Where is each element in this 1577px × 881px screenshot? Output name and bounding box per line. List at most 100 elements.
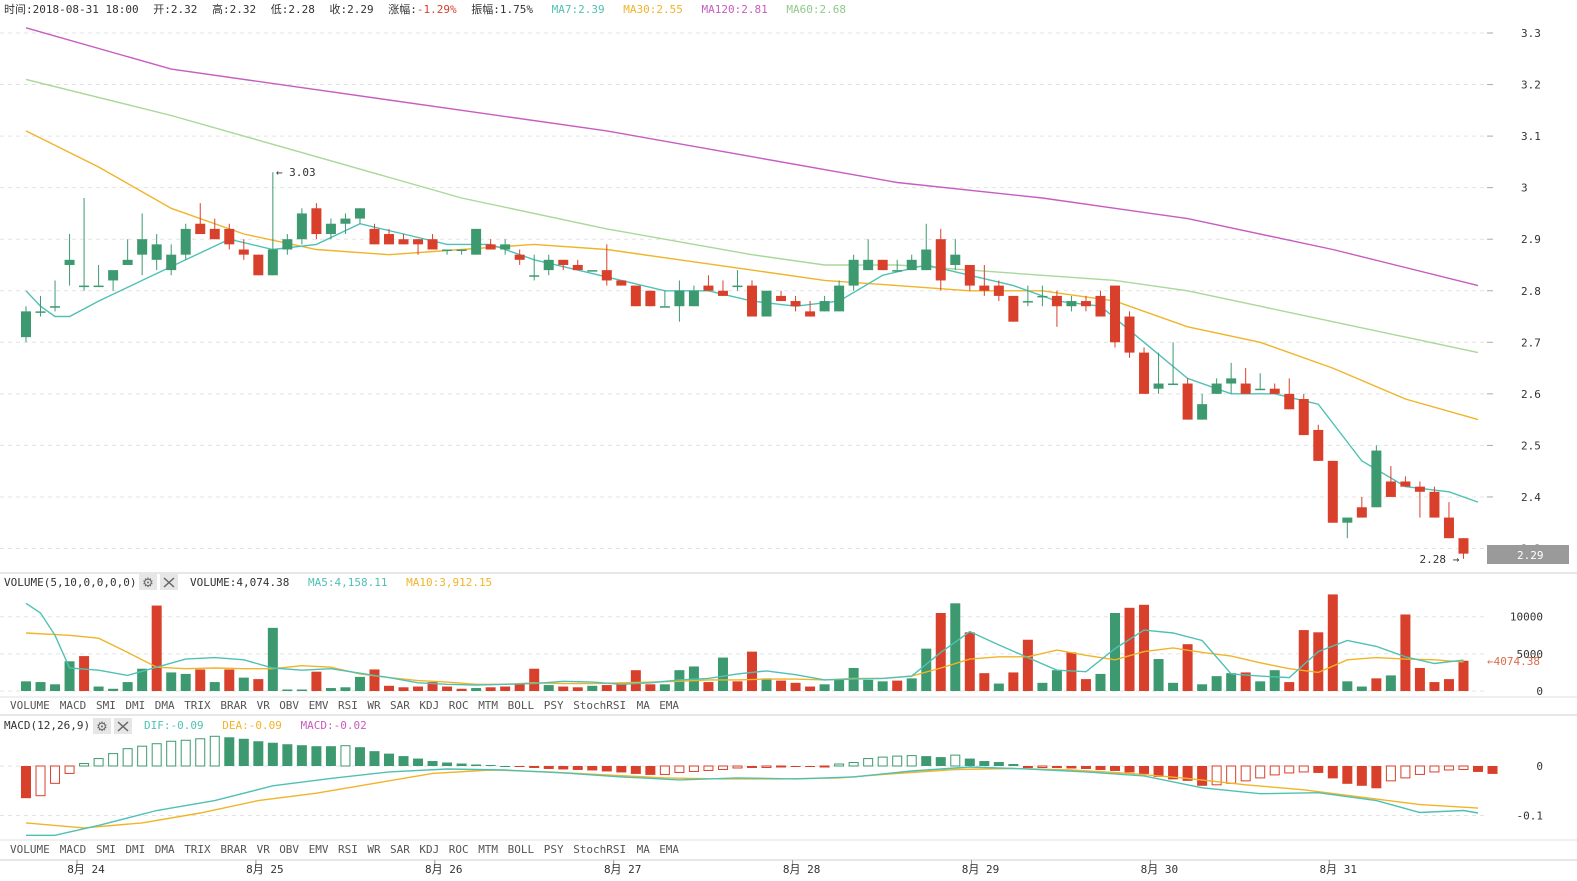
tab-sar[interactable]: SAR [390, 699, 410, 712]
tab-emv[interactable]: EMV [309, 843, 329, 856]
macd-bar [384, 753, 394, 766]
volume-bar [1284, 682, 1295, 691]
amplitude-label: 振幅: [471, 2, 500, 16]
macd-indicator-tabs: VOLUME MACD SMI DMI DMA TRIX BRAR VR OBV EMV RSI WR… [10, 843, 679, 856]
change-label: 涨幅: [388, 3, 417, 16]
tab-stochrsi[interactable]: StochRSI [573, 699, 626, 712]
date-label: 8月 28 [783, 863, 821, 876]
candle-body [964, 264, 975, 286]
price-tick-label: 2.5 [1521, 439, 1541, 452]
tab-emv[interactable]: EMV [309, 699, 329, 712]
tab-macd[interactable]: MACD [60, 699, 87, 712]
macd-bar [21, 766, 31, 799]
macd-bar [572, 766, 583, 770]
tab-rsi[interactable]: RSI [338, 699, 358, 712]
tab-smi[interactable]: SMI [96, 699, 116, 712]
tab-brar[interactable]: BRAR [220, 843, 247, 856]
moving-average-lines [25, 27, 1479, 503]
macd-bar [935, 757, 946, 766]
tab-roc[interactable]: ROC [449, 843, 469, 856]
volume-bar [587, 685, 598, 691]
volume-bar [543, 685, 554, 691]
volume-bar [601, 685, 612, 691]
tab-ema[interactable]: EMA [659, 699, 679, 712]
tab-ma[interactable]: MA [637, 843, 651, 856]
tab-obv[interactable]: OBV [279, 843, 299, 856]
tab-dmi[interactable]: DMI [125, 699, 145, 712]
macd-bar [1139, 766, 1150, 774]
candle-body [543, 259, 554, 271]
macd-bar [64, 765, 75, 774]
volume-close-button[interactable] [160, 574, 178, 590]
ma30-label: MA30: [623, 3, 656, 16]
tab-sar[interactable]: SAR [390, 843, 410, 856]
tab-brar[interactable]: BRAR [220, 699, 247, 712]
volume-bar [834, 679, 845, 691]
tab-trix[interactable]: TRIX [184, 699, 211, 712]
tab-vr[interactable]: VR [257, 843, 271, 856]
volume-bar [1429, 682, 1440, 691]
tab-wr[interactable]: WR [367, 843, 381, 856]
tab-mtm[interactable]: MTM [478, 699, 498, 712]
candle-body [1284, 393, 1295, 410]
macd-bar [413, 758, 424, 766]
volume-bar [1226, 673, 1237, 691]
macd-bar [514, 766, 525, 767]
tab-boll[interactable]: BOLL [508, 699, 535, 712]
volume-bar [1080, 679, 1091, 691]
volume-label: VOLUME: [190, 576, 236, 589]
volume-bar [122, 682, 133, 691]
macd-bar [717, 765, 728, 770]
change-value: -1.29% [417, 3, 457, 16]
tab-vr[interactable]: VR [257, 699, 271, 712]
macd-settings-button[interactable]: ⚙ [93, 718, 111, 735]
candle-body [354, 208, 365, 219]
candle-body [645, 290, 656, 307]
tab-psy[interactable]: PSY [544, 843, 564, 856]
macd-bar [892, 755, 903, 767]
close-icon [163, 577, 175, 588]
candle-body [848, 259, 859, 286]
macd-close-button[interactable] [114, 718, 132, 734]
candle-body [427, 239, 438, 250]
tab-kdj[interactable]: KDJ [419, 699, 439, 712]
tab-macd[interactable]: MACD [60, 843, 87, 856]
tab-volume[interactable]: VOLUME [10, 699, 50, 712]
candle-body [1168, 383, 1179, 386]
tab-mtm[interactable]: MTM [478, 843, 498, 856]
candle-body [456, 249, 467, 252]
macd-bar [1356, 766, 1367, 786]
tab-volume[interactable]: VOLUME [10, 843, 50, 856]
tab-wr[interactable]: WR [367, 699, 381, 712]
tab-dmi[interactable]: DMI [125, 843, 145, 856]
candle-body [906, 259, 917, 271]
tab-rsi[interactable]: RSI [338, 843, 358, 856]
volume-bar [616, 683, 627, 691]
volume-bar [979, 673, 990, 691]
date-label: 8月 26 [425, 863, 463, 876]
tab-psy[interactable]: PSY [544, 699, 564, 712]
tab-ema[interactable]: EMA [659, 843, 679, 856]
candle-body [209, 228, 220, 240]
ma30-line [25, 130, 1479, 421]
macd-bar [848, 762, 859, 767]
macd-bar [253, 741, 264, 766]
macd-bar [369, 751, 380, 766]
tab-obv[interactable]: OBV [279, 699, 299, 712]
tab-boll[interactable]: BOLL [508, 843, 535, 856]
candle-body [64, 259, 75, 265]
tab-kdj[interactable]: KDJ [419, 843, 439, 856]
tab-trix[interactable]: TRIX [184, 843, 211, 856]
macd-bar [471, 764, 482, 766]
info-bar: 时间:2018-08-31 18:00 开:2.32 高:2.32 低:2.28… [4, 2, 846, 16]
tab-roc[interactable]: ROC [449, 699, 469, 712]
candle-body [35, 311, 46, 313]
macd-bar [906, 755, 917, 767]
ma120-label: MA120: [701, 3, 741, 16]
tab-stochrsi[interactable]: StochRSI [573, 843, 626, 856]
tab-dma[interactable]: DMA [155, 699, 175, 712]
tab-smi[interactable]: SMI [96, 843, 116, 856]
volume-settings-button[interactable]: ⚙ [139, 574, 157, 591]
tab-dma[interactable]: DMA [155, 843, 175, 856]
tab-ma[interactable]: MA [637, 699, 651, 712]
